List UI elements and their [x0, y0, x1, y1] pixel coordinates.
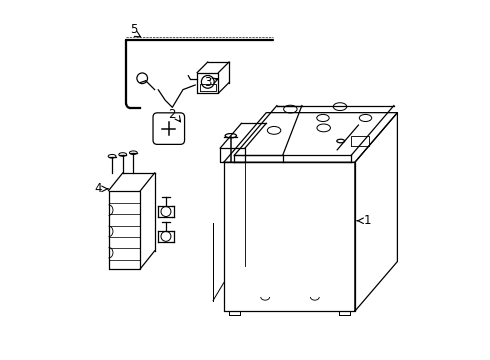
Text: 5: 5 [130, 23, 137, 36]
Text: 1: 1 [364, 214, 371, 227]
Text: 2: 2 [169, 108, 176, 121]
Text: 4: 4 [94, 183, 101, 195]
Text: 3: 3 [204, 76, 212, 89]
